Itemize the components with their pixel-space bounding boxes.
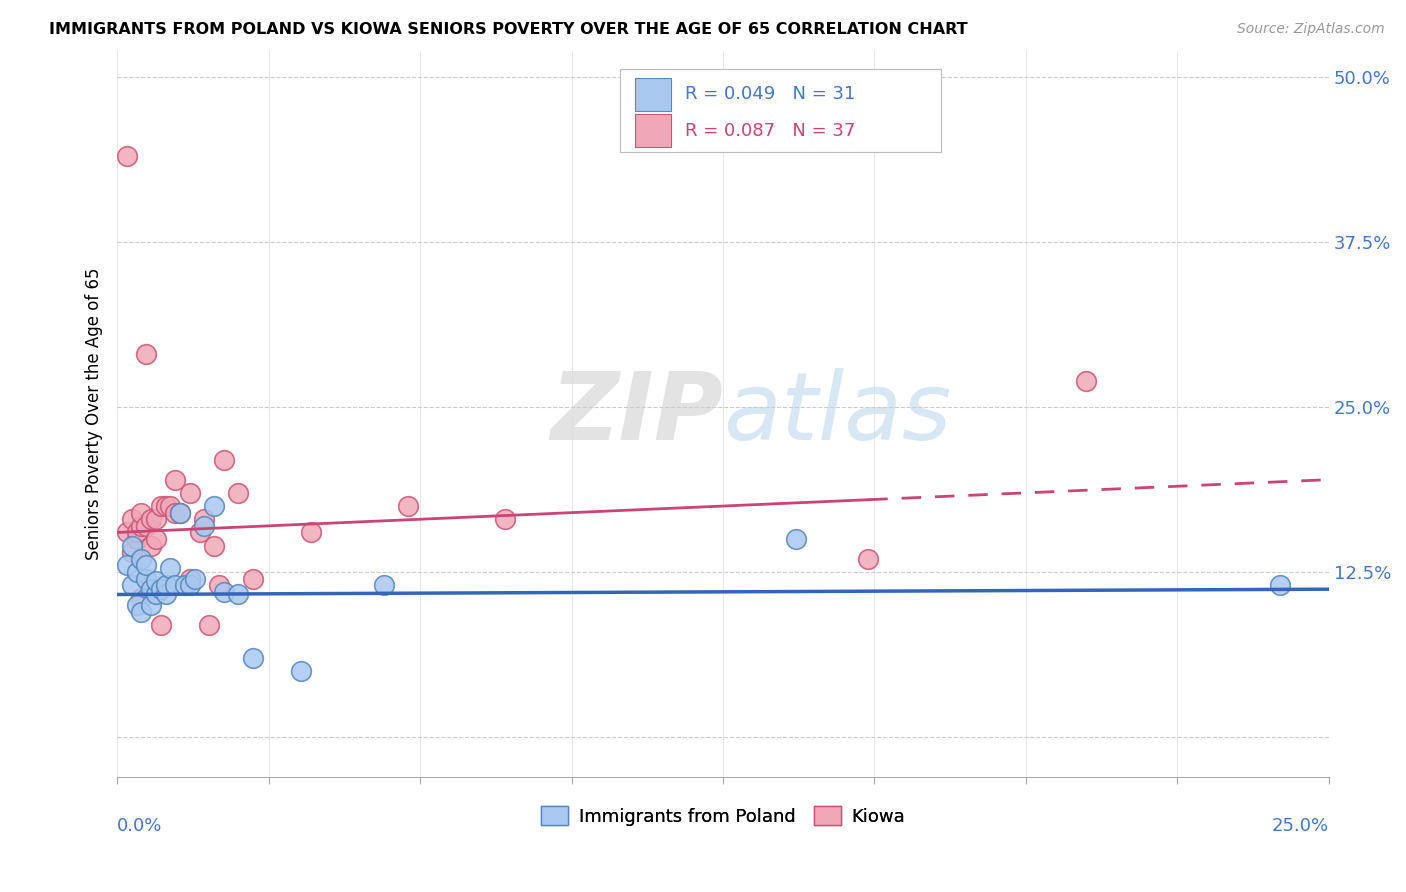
Point [131,519,153,533]
Point [858,552,880,566]
Text: Source: ZipAtlas.com: Source: ZipAtlas.com [1237,22,1385,37]
Text: IMMIGRANTS FROM POLAND VS KIOWA SENIORS POVERTY OVER THE AGE OF 65 CORRELATION C: IMMIGRANTS FROM POLAND VS KIOWA SENIORS … [49,22,967,37]
Point [228,486,250,500]
Point [131,605,153,619]
Point [169,506,191,520]
Point [174,578,197,592]
Point [145,512,167,526]
Point [115,558,138,573]
Point [396,499,419,513]
Point [145,532,167,546]
Point [212,584,235,599]
Point [159,499,181,513]
Point [179,486,201,500]
Point [228,587,250,601]
Point [135,519,157,533]
Point [373,578,395,592]
Point [165,473,187,487]
Point [202,499,225,513]
Point [139,539,162,553]
Point [139,598,162,612]
Point [149,582,172,597]
Point [155,578,177,592]
Point [121,539,143,553]
Point [135,558,157,573]
Point [188,525,211,540]
Point [179,578,201,592]
Point [1076,374,1098,388]
Point [212,453,235,467]
Point [149,617,172,632]
Point [165,506,187,520]
Point [198,617,221,632]
Text: 25.0%: 25.0% [1271,816,1329,835]
Point [131,552,153,566]
Point [149,499,172,513]
Point [131,506,153,520]
Point [290,664,312,678]
Point [242,572,264,586]
Point [193,512,215,526]
Point [202,539,225,553]
Text: ZIP: ZIP [550,368,723,459]
FancyBboxPatch shape [634,114,671,147]
Point [135,347,157,361]
FancyBboxPatch shape [634,78,671,111]
Point [183,572,205,586]
Point [208,578,231,592]
Point [179,572,201,586]
Text: 0.0%: 0.0% [117,816,163,835]
Point [125,565,148,579]
Point [155,587,177,601]
Point [145,587,167,601]
Legend: Immigrants from Poland, Kiowa: Immigrants from Poland, Kiowa [533,799,912,833]
Point [165,578,187,592]
Point [121,578,143,592]
Point [125,532,148,546]
Point [193,519,215,533]
Y-axis label: Seniors Poverty Over the Age of 65: Seniors Poverty Over the Age of 65 [86,268,103,560]
Point [139,512,162,526]
Point [1270,578,1292,592]
Point [299,525,322,540]
Point [135,572,157,586]
Point [494,512,516,526]
Point [155,499,177,513]
Point [131,591,153,606]
Point [121,512,143,526]
Text: atlas: atlas [723,368,952,459]
Point [159,561,181,575]
Point [242,650,264,665]
Point [121,545,143,559]
Point [169,506,191,520]
Point [145,574,167,589]
Text: R = 0.049   N = 31: R = 0.049 N = 31 [685,86,856,103]
Text: R = 0.087   N = 37: R = 0.087 N = 37 [685,121,856,139]
Point [125,598,148,612]
Point [125,525,148,540]
Point [115,149,138,163]
FancyBboxPatch shape [620,69,941,153]
Point [139,582,162,597]
Point [115,525,138,540]
Point [785,532,807,546]
